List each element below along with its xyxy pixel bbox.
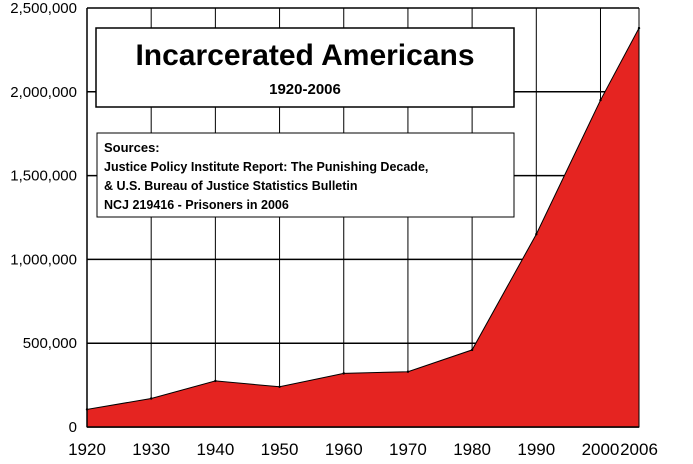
x-tick-label-1950: 1950: [261, 440, 299, 459]
x-tick-label-1990: 1990: [517, 440, 555, 459]
sources-box: Sources: Justice Policy Institute Report…: [96, 132, 515, 218]
data-point-1950: [278, 385, 281, 388]
sources-line-3: NCJ 219416 - Prisoners in 2006: [104, 198, 289, 212]
y-tick-label-1: 500,000: [23, 335, 77, 352]
title-box: Incarcerated Americans 1920-2006: [95, 27, 515, 108]
x-tick-label-2006: 2006: [620, 440, 658, 459]
data-point-1970: [406, 370, 410, 373]
y-tick-label-3: 1,500,000: [10, 168, 77, 185]
title-box-frame: [95, 27, 515, 108]
chart-title: Incarcerated Americans: [135, 39, 474, 72]
data-point-1940: [214, 379, 217, 383]
data-point-2006: [637, 26, 641, 30]
x-tick-label-1960: 1960: [325, 440, 363, 459]
data-point-1990: [535, 233, 538, 236]
sources-heading: Sources:: [104, 140, 160, 155]
y-tick-label-2: 1,000,000: [10, 251, 77, 268]
data-point-2000: [599, 98, 602, 102]
axes: [86, 8, 639, 428]
x-tick-label-1930: 1930: [132, 440, 170, 459]
y-tick-label-0: 0: [69, 419, 77, 436]
y-tick-label-5: 2,500,000: [10, 0, 77, 17]
x-tick-labels: 1920 1930 1940 1950 1960 1970 1980 1990 2000 2006: [68, 440, 658, 459]
chart-subtitle: 1920-2006: [269, 81, 341, 98]
x-tick-label-1940: 1940: [196, 440, 234, 459]
x-tick-label-1920: 1920: [68, 440, 106, 459]
data-point-1930: [149, 397, 153, 400]
y-tick-labels: 0 500,000 1,000,000 1,500,000 2,000,000 2,500…: [10, 0, 77, 436]
sources-line-1: Justice Policy Institute Report: The Pun…: [104, 160, 428, 174]
data-point-1980: [470, 348, 474, 352]
x-tick-label-1970: 1970: [389, 440, 427, 459]
sources-box-frame: [96, 132, 515, 218]
sources-line-2: & U.S. Bureau of Justice Statistics Bull…: [104, 179, 358, 193]
x-tick-label-1980: 1980: [453, 440, 491, 459]
data-point-1960: [342, 372, 345, 375]
x-tick-label-2000: 2000: [582, 440, 620, 459]
y-tick-label-4: 2,000,000: [10, 84, 77, 101]
